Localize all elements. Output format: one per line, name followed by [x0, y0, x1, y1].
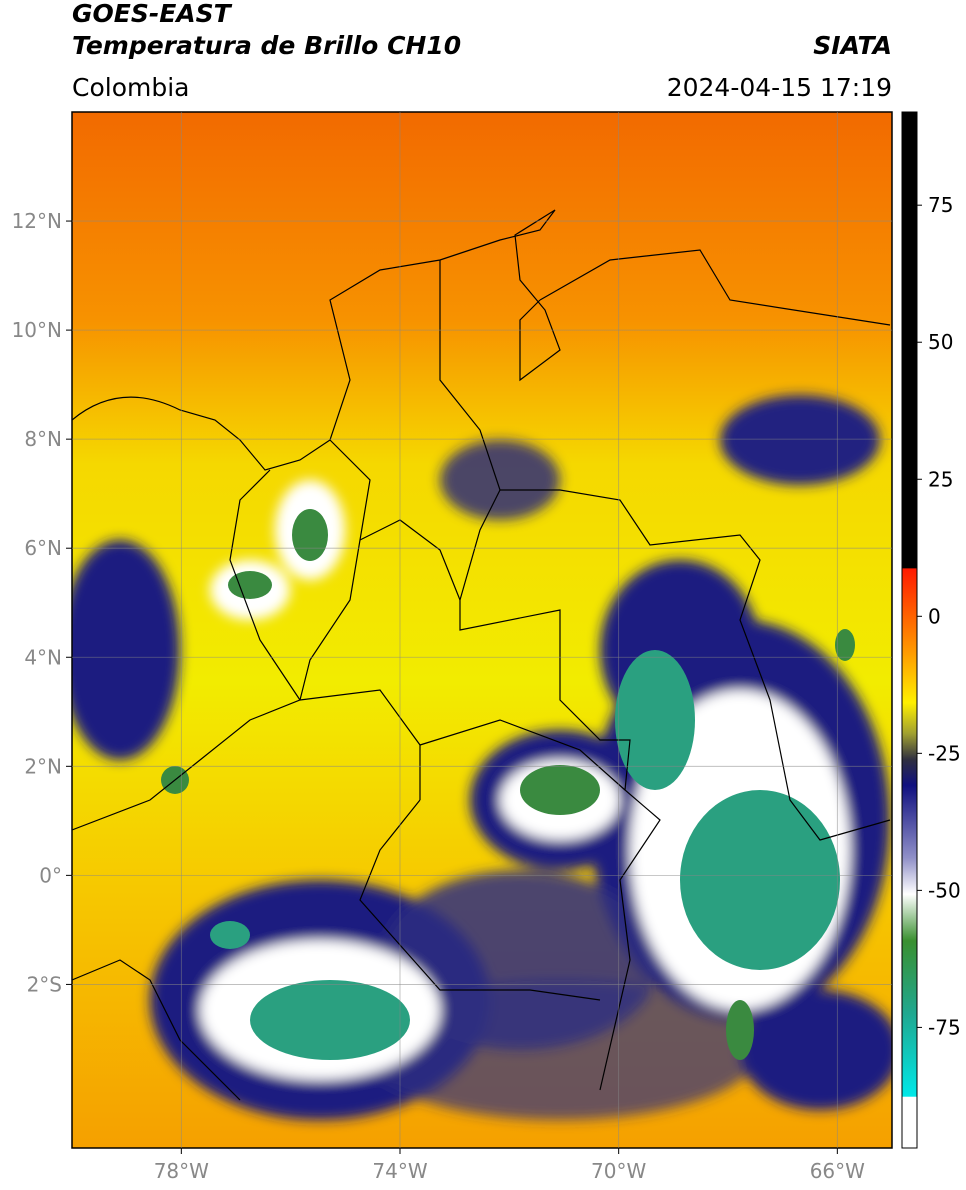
colorbar-tick-label: 25 — [928, 467, 953, 491]
title: GOES-EAST — [72, 0, 233, 28]
y-tick-label: 2°S — [27, 972, 62, 996]
x-tick-label: 66°W — [810, 1159, 865, 1183]
y-tick-label: 10°N — [12, 318, 62, 342]
imagery — [72, 112, 892, 1148]
y-tick-label: 2°N — [24, 754, 62, 778]
timestamp: 2024-04-15 17:19 — [667, 73, 892, 102]
subtitle: Temperatura de Brillo CH10 — [72, 31, 461, 60]
borders — [72, 209, 891, 1101]
y-tick-label: 0° — [39, 863, 62, 887]
grid — [72, 112, 892, 1148]
colorbar-tick-label: 75 — [928, 193, 953, 217]
x-tick-label: 78°W — [154, 1159, 209, 1183]
y-tick-label: 8°N — [24, 427, 62, 451]
y-tick-label: 4°N — [24, 645, 62, 669]
colorbar-tick-label: -25 — [928, 741, 961, 765]
colorbar — [901, 111, 918, 1149]
plot-frame — [71, 111, 893, 1149]
colorbar-tick-label: -50 — [928, 878, 961, 902]
region: Colombia — [72, 73, 189, 102]
y-tick-label: 6°N — [24, 536, 62, 560]
source: SIATA — [813, 31, 892, 60]
x-tick-label: 70°W — [591, 1159, 646, 1183]
colorbar-tick-label: 0 — [928, 604, 941, 628]
colorbar-tick-label: -75 — [928, 1015, 961, 1039]
y-tick-label: 12°N — [12, 209, 62, 233]
x-tick-label: 74°W — [372, 1159, 427, 1183]
colorbar-tick-label: 50 — [928, 330, 953, 354]
